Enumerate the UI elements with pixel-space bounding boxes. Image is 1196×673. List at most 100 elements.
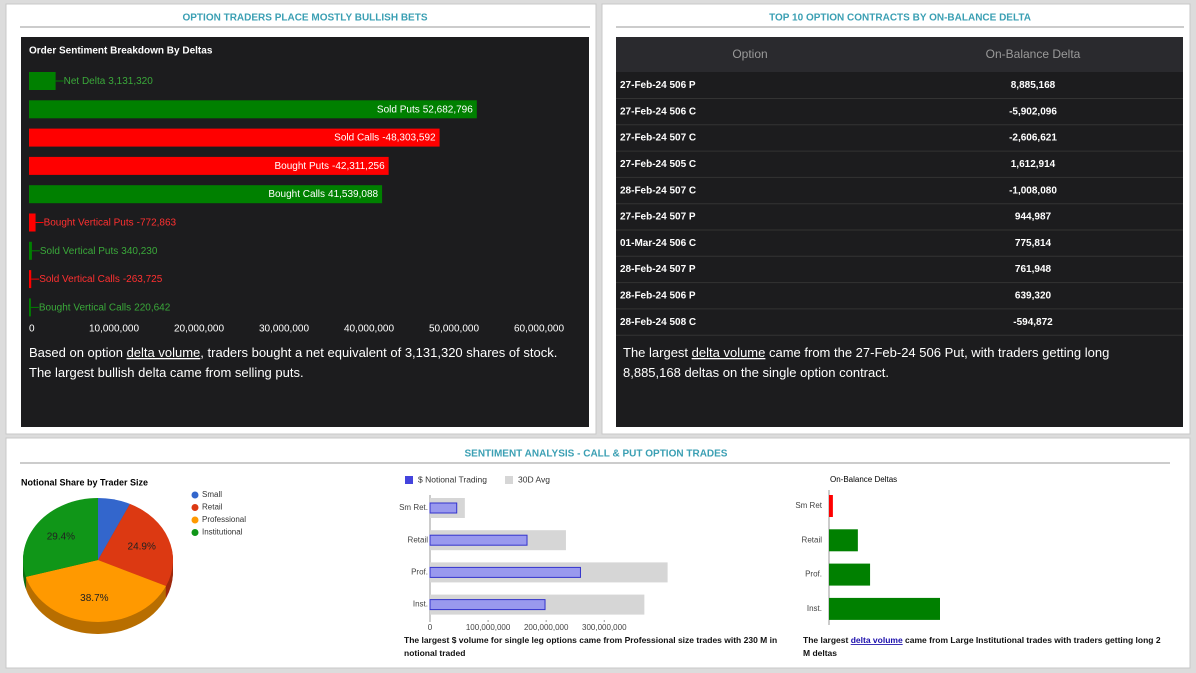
cell: 27-Feb-24 507 C — [620, 133, 696, 144]
bar-label: Bought Puts -42,311,256 — [275, 161, 386, 172]
legend-label: Retail — [202, 503, 223, 512]
category: Bought Puts — [275, 161, 329, 172]
slice-label: 38.7% — [80, 593, 108, 604]
text-span: The largest $ volume for single leg opti… — [404, 635, 777, 645]
cell: 28-Feb-24 506 P — [620, 291, 696, 302]
paragraph-line: 8,885,168 deltas on the single option co… — [623, 365, 889, 380]
paragraph-line: The largest bullish delta came from sell… — [29, 365, 304, 380]
text-span: 8,885,168 deltas on the single option co… — [623, 365, 889, 380]
y-tick-label: Sm Ret — [795, 501, 822, 510]
cell: 28-Feb-24 507 P — [620, 264, 696, 275]
text-span: The largest — [623, 345, 692, 360]
cell: 27-Feb-24 507 P — [620, 212, 696, 223]
legend-label: Institutional — [202, 528, 243, 537]
bar-label: Bought Vertical Puts -772,863 — [44, 217, 177, 228]
panel-title: SENTIMENT ANALYSIS - CALL & PUT OPTION T… — [465, 449, 728, 460]
link: delta volume — [851, 635, 903, 645]
bar — [29, 156, 389, 175]
chart-title: On-Balance Deltas — [830, 475, 897, 484]
cell: 01-Mar-24 506 C — [620, 238, 696, 249]
value-label: -772,863 — [137, 217, 177, 228]
cell: 27-Feb-24 505 C — [620, 159, 696, 170]
bar — [429, 534, 528, 546]
paragraph-line: The largest delta volume came from Large… — [803, 635, 1161, 645]
bar-label: Sold Calls -48,303,592 — [334, 132, 436, 143]
legend-label: $ Notional Trading — [418, 474, 487, 484]
panel-title: OPTION TRADERS PLACE MOSTLY BULLISH BETS — [182, 13, 427, 24]
category: Bought Calls — [268, 189, 325, 200]
bar — [29, 241, 32, 260]
value-label: 220,642 — [134, 302, 171, 313]
bar — [29, 72, 56, 90]
y-tick-label: Retail — [802, 535, 823, 544]
bar-label: Net Delta 3,131,320 — [64, 76, 154, 87]
cell: 944,987 — [1015, 212, 1052, 223]
pie-slice — [22, 498, 99, 577]
link: delta volume — [692, 345, 766, 360]
chart-title: Notional Share by Trader Size — [21, 477, 148, 487]
value-label: 41,539,088 — [328, 189, 378, 200]
pie-slice — [98, 498, 130, 560]
category: Sold Vertical Calls — [39, 274, 120, 285]
text-span: Based on option — [29, 345, 127, 360]
bar — [429, 599, 546, 611]
bar-label: Bought Calls 41,539,088 — [268, 189, 378, 200]
column-header: Option — [732, 47, 767, 61]
paragraph-line: The largest delta volume came from the 2… — [623, 345, 1109, 360]
legend-label: Professional — [202, 515, 246, 524]
legend-label: 30D Avg — [518, 474, 550, 484]
legend-label: Small — [202, 490, 222, 499]
value-label: -263,725 — [123, 274, 163, 285]
x-tick-label: 200,000,000 — [524, 623, 569, 632]
bar — [29, 298, 31, 317]
bar — [829, 529, 858, 552]
x-tick-label: 100,000,000 — [466, 623, 511, 632]
value-label: 52,682,796 — [423, 104, 473, 115]
bar — [29, 270, 32, 289]
slice-label: 24.9% — [128, 542, 156, 553]
x-tick-label: 40,000,000 — [344, 324, 394, 335]
text-span: M deltas — [803, 648, 837, 658]
x-tick-label: 0 — [428, 623, 433, 632]
bar-label: Bought Vertical Calls 220,642 — [39, 302, 171, 313]
text-span: , traders bought a net equivalent of 3,1… — [200, 345, 557, 360]
value-label: -48,303,592 — [382, 132, 436, 143]
value-label: 340,230 — [121, 245, 158, 256]
category: Bought Vertical Puts — [44, 217, 134, 228]
category: Bought Vertical Calls — [39, 302, 131, 313]
category: Sold Vertical Puts — [40, 245, 118, 256]
x-tick-label: 300,000,000 — [582, 623, 627, 632]
legend-swatch — [191, 491, 199, 499]
y-tick-label: Sm Ret. — [399, 503, 428, 512]
bar — [29, 185, 383, 204]
legend-swatch — [505, 476, 513, 484]
bar — [29, 213, 36, 232]
bar — [829, 597, 940, 620]
panel-title: TOP 10 OPTION CONTRACTS BY ON-BALANCE DE… — [769, 13, 1031, 24]
panel — [5, 437, 1191, 669]
table-background — [616, 37, 1183, 427]
cell: 775,814 — [1015, 238, 1052, 249]
value-label: 3,131,320 — [108, 76, 153, 87]
bar — [429, 566, 581, 578]
y-tick-label: Prof. — [805, 570, 822, 579]
bar-label: Sold Vertical Calls -263,725 — [39, 274, 163, 285]
cell: 1,612,914 — [1011, 159, 1056, 170]
x-tick-label: 50,000,000 — [429, 324, 479, 335]
legend-swatch — [191, 516, 199, 524]
cell: -2,606,621 — [1009, 133, 1057, 144]
category: Sold Puts — [377, 104, 420, 115]
category: Sold Calls — [334, 132, 379, 143]
category: Net Delta — [64, 76, 106, 87]
legend-swatch — [191, 504, 199, 511]
cell: 28-Feb-24 507 C — [620, 185, 696, 196]
y-tick-label: Retail — [408, 535, 429, 544]
paragraph-line: notional traded — [404, 648, 465, 658]
cell: 28-Feb-24 508 C — [620, 317, 696, 328]
link: delta volume — [127, 345, 201, 360]
cell: -594,872 — [1013, 317, 1053, 328]
x-tick-label: 20,000,000 — [174, 324, 224, 335]
y-tick-label: Prof. — [411, 568, 428, 577]
text-span: came from Large Institutional trades wit… — [903, 635, 1161, 645]
